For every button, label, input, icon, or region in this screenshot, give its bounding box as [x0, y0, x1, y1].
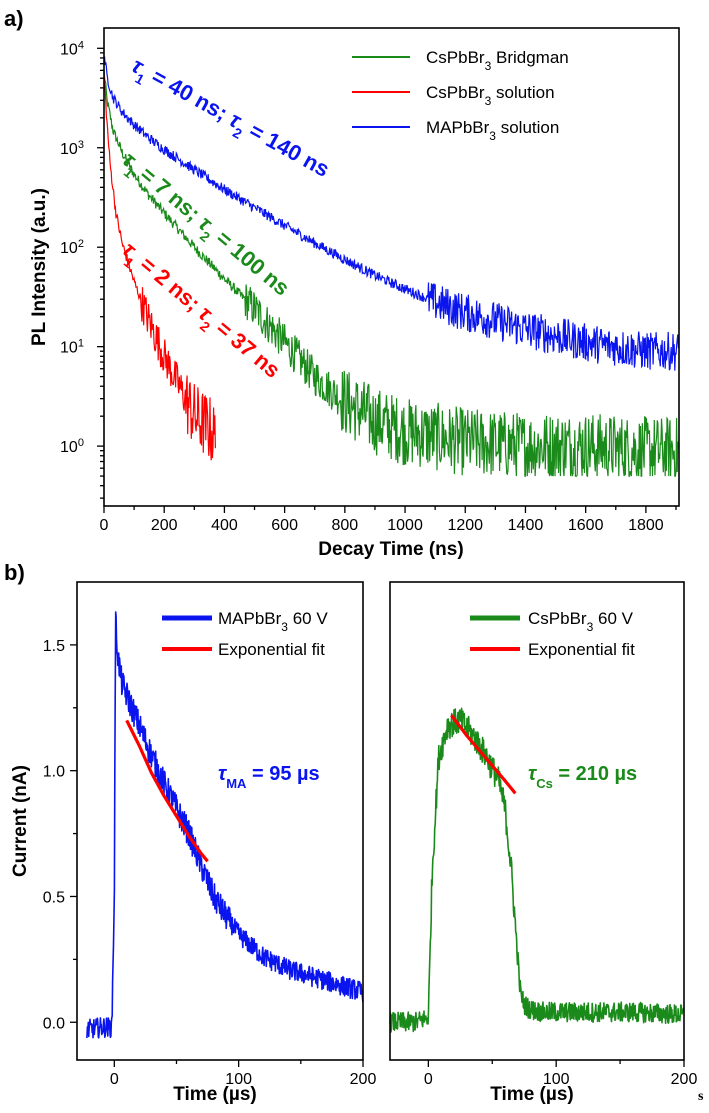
trace-cspbbr3-60-v: [389, 707, 685, 1033]
panel-a-x-ticks: 0 200 400 600 800 1000 1200 1400 1600 1800: [100, 506, 677, 534]
panel-b-left-x-axis-label: Time (µs): [173, 1084, 256, 1105]
trace-cspbbr3-bridgman: [104, 68, 679, 478]
panel-b-right-traces: [389, 707, 685, 1033]
x-tick-label-0: 0: [424, 1071, 433, 1088]
y-tick-label-1: 1.0: [43, 764, 65, 781]
panel-a-legend: CsPbBr3 Bridgman CsPbBr3 solution MAPbBr…: [352, 48, 569, 143]
panel-b-label: b): [4, 560, 25, 585]
y-tick-label-100: 102: [60, 238, 84, 257]
annotation-cspbbr3-bridgman-lifetimes: τ1 = 7 ns; τ2 = 100 ns: [114, 147, 295, 306]
legend-label-exponential-fit-right: Exponential fit: [528, 640, 635, 659]
legend-label-mapbbr3-solution: MAPbBr3 solution: [426, 118, 559, 143]
x-tick-label-400: 400: [211, 517, 238, 534]
panel-b-left-legend: MAPbBr3 60 V Exponential fit: [162, 609, 328, 659]
x-tick-label-1800: 1800: [628, 517, 664, 534]
fit-mapbbr3-60-v: [125, 719, 209, 863]
footer-mark: s: [698, 1089, 704, 1104]
annotation-tau-cs: τCs = 210 µs: [528, 763, 637, 791]
x-tick-label-200: 200: [151, 517, 178, 534]
panel-b-right-x-axis-label: Time (µs): [490, 1084, 573, 1105]
y-tick-label-1: 100: [60, 437, 84, 456]
trace-cspbbr3-solution: [104, 72, 216, 461]
panel-a-y-ticks: 100 101 102 103 104: [60, 39, 104, 499]
panel-a-y-axis-label: PL Intensity (a.u.): [29, 188, 50, 346]
panel-b-left-frame: [76, 581, 364, 1061]
y-tick-label-0: 0.0: [43, 1015, 65, 1032]
trace-mapbbr3-60-v: [86, 611, 364, 1039]
panel-a-x-axis-label: Decay Time (ns): [318, 539, 463, 560]
panel-a-traces: [104, 56, 679, 478]
x-tick-label-800: 800: [331, 517, 358, 534]
panel-b-right-frame: [389, 581, 685, 1061]
legend-label-exponential-fit-left: Exponential fit: [218, 640, 325, 659]
x-tick-label-0: 0: [110, 1071, 119, 1088]
y-tick-label-10: 101: [60, 338, 84, 357]
x-tick-label-600: 600: [271, 517, 298, 534]
x-tick-label-200: 200: [671, 1071, 698, 1088]
panel-a-label: a): [4, 6, 24, 31]
x-tick-label-100: 100: [543, 1071, 570, 1088]
x-tick-label-0: 0: [100, 517, 109, 534]
panel-b-y-axis-label: Current (nA): [10, 765, 31, 877]
legend-label-cspbbr3-bridgman: CsPbBr3 Bridgman: [426, 48, 569, 73]
trace-mapbbr3-solution: [104, 56, 679, 371]
x-tick-label-1200: 1200: [447, 517, 483, 534]
y-tick-label-10000: 104: [60, 39, 84, 58]
panel-b-left-x-ticks: 0 100 200: [110, 1060, 377, 1088]
y-tick-label-0.5: 0.5: [43, 889, 65, 906]
x-tick-label-1400: 1400: [508, 517, 544, 534]
x-tick-label-100: 100: [225, 1071, 252, 1088]
panel-a-frame: [103, 27, 680, 507]
fit-cspbbr3-60-v: [450, 714, 517, 795]
x-tick-label-1600: 1600: [568, 517, 604, 534]
legend-label-cspbbr3-60v: CsPbBr3 60 V: [528, 609, 634, 634]
panel-b-right-legend: CsPbBr3 60 V Exponential fit: [470, 609, 635, 659]
panel-b-left-traces: [86, 611, 364, 1039]
x-tick-label-1000: 1000: [387, 517, 423, 534]
legend-label-cspbbr3-solution: CsPbBr3 solution: [426, 83, 555, 108]
x-tick-label-200: 200: [350, 1071, 377, 1088]
legend-label-mapbbr3-60v: MAPbBr3 60 V: [218, 609, 328, 634]
panel-b-left-y-ticks: 0.0 0.5 1.0 1.5: [43, 638, 77, 1032]
panel-b-right-x-ticks: 0 100 200: [424, 1060, 698, 1088]
y-tick-label-1.5: 1.5: [43, 638, 65, 655]
annotation-tau-ma: τMA = 95 µs: [218, 763, 320, 791]
y-tick-label-1000: 103: [60, 139, 84, 158]
